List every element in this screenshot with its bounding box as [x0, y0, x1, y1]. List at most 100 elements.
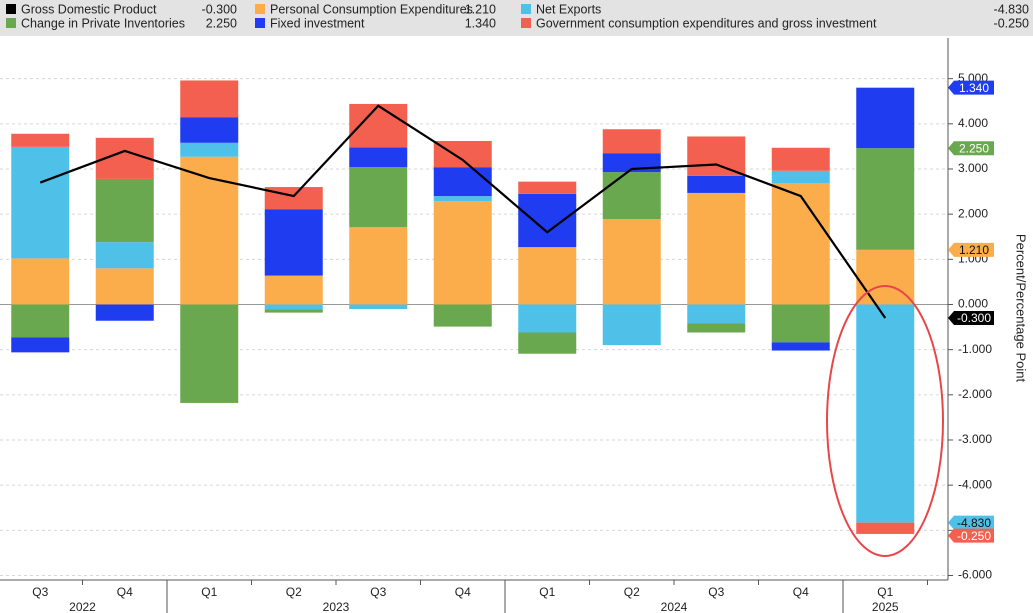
y-tick-label: 2.000: [958, 206, 988, 220]
legend-value: 1.340: [465, 16, 496, 30]
bar-segment: [602, 129, 661, 154]
bar-segment: [264, 187, 323, 210]
y-tick-label: 3.000: [958, 161, 988, 175]
bar-segment: [602, 219, 661, 305]
bar-segment: [180, 304, 239, 403]
bar-segment: [856, 522, 915, 534]
x-tick-label: Q1: [539, 585, 555, 599]
y-tick-label: 0.000: [958, 297, 988, 311]
y-tick-label: -2.000: [958, 387, 992, 401]
legend: Gross Domestic Product -0.300 Personal Con…: [6, 2, 1029, 30]
bar-segment: [95, 178, 154, 243]
bar-segment: [433, 304, 492, 327]
value-tag-label: 2.250: [959, 141, 989, 155]
bar-segment: [771, 147, 830, 171]
bar-segment: [264, 209, 323, 276]
bar-segment: [856, 148, 915, 250]
bar-segment: [349, 227, 408, 305]
bar-segment: [349, 167, 408, 228]
bar-segment: [264, 304, 323, 310]
bar-segment: [856, 249, 915, 305]
y-tick-label: 4.000: [958, 116, 988, 130]
x-year-label: 2024: [661, 600, 688, 613]
legend-label: Gross Domestic Product: [21, 2, 157, 16]
bar-segment: [264, 309, 323, 313]
highlight-ellipse: [826, 285, 944, 557]
bar-segment: [95, 304, 154, 321]
legend-value: -4.830: [994, 2, 1029, 16]
y-tick-label: -4.000: [958, 477, 992, 491]
value-tag: [948, 242, 994, 257]
legend-label: Fixed investment: [270, 16, 365, 30]
bar-segment: [856, 304, 915, 523]
bar-segment: [349, 103, 408, 148]
legend-value: 2.250: [206, 16, 237, 30]
value-tag: [948, 80, 994, 95]
legend-value: 1.210: [465, 2, 496, 16]
bar-segment: [518, 304, 577, 333]
y-axis-title: Percent/Percentage Point: [1014, 234, 1029, 383]
bar-segment: [95, 268, 154, 305]
x-tick-label: Q1: [877, 585, 893, 599]
bar-segment: [433, 201, 492, 305]
bar-segment: [11, 304, 70, 338]
bar-segment: [433, 196, 492, 202]
value-tag: [948, 141, 994, 156]
bar-segment: [771, 342, 830, 351]
legend-swatch: [521, 18, 531, 28]
x-tick-label: Q1: [201, 585, 217, 599]
value-tag-label: 1.340: [959, 81, 989, 95]
bar-segment: [11, 133, 70, 147]
bar-segment: [95, 242, 154, 269]
bar-segment: [687, 323, 746, 333]
gdp-line: [39, 104, 887, 319]
x-tick-label: Q4: [793, 585, 809, 599]
bar-segment: [602, 172, 661, 220]
bar-segment: [518, 181, 577, 194]
x-year-label: 2023: [323, 600, 350, 613]
value-tag-label: 1.210: [959, 243, 989, 257]
bar-segment: [11, 146, 70, 259]
value-tag: [948, 311, 994, 326]
x-year-label: 2025: [872, 600, 899, 613]
legend-label: Change in Private Inventories: [21, 16, 185, 30]
bar-segment: [264, 275, 323, 305]
bar-segment: [602, 304, 661, 346]
legend-swatch: [521, 4, 531, 14]
bar-segment: [180, 117, 239, 143]
value-tag-label: -0.250: [957, 529, 991, 543]
plot-area: [0, 78, 948, 576]
y-tick-label: -1.000: [958, 342, 992, 356]
legend-label: Personal Consumption Expenditures: [270, 2, 473, 16]
bar-segment: [518, 247, 577, 305]
legend-swatch: [6, 4, 16, 14]
x-tick-label: Q3: [370, 585, 386, 599]
bar-segment: [687, 192, 746, 305]
bar-segment: [11, 258, 70, 305]
y-tick-label: -6.000: [958, 568, 992, 582]
bar-segment: [856, 87, 915, 149]
x-tick-label: Q4: [117, 585, 133, 599]
bar-segment: [518, 332, 577, 354]
legend-swatch: [6, 18, 16, 28]
x-tick-label: Q3: [708, 585, 724, 599]
legend-label: Government consumption expenditures and …: [536, 16, 877, 30]
bar-segment: [687, 304, 746, 324]
bar-segment: [349, 304, 408, 309]
value-tag-label: -0.300: [957, 311, 991, 325]
bar-segment: [771, 182, 830, 305]
legend-swatch: [255, 18, 265, 28]
legend-band: [0, 0, 1033, 36]
legend-value: -0.300: [202, 2, 237, 16]
x-tick-label: Q3: [32, 585, 48, 599]
bar-segment: [11, 337, 70, 353]
legend-label: Net Exports: [536, 2, 601, 16]
value-tag: [948, 528, 994, 543]
bar-segment: [687, 136, 746, 176]
bar-segment: [687, 175, 746, 193]
bar-segment: [771, 304, 830, 343]
x-year-label: 2022: [69, 600, 96, 613]
legend-swatch: [255, 4, 265, 14]
